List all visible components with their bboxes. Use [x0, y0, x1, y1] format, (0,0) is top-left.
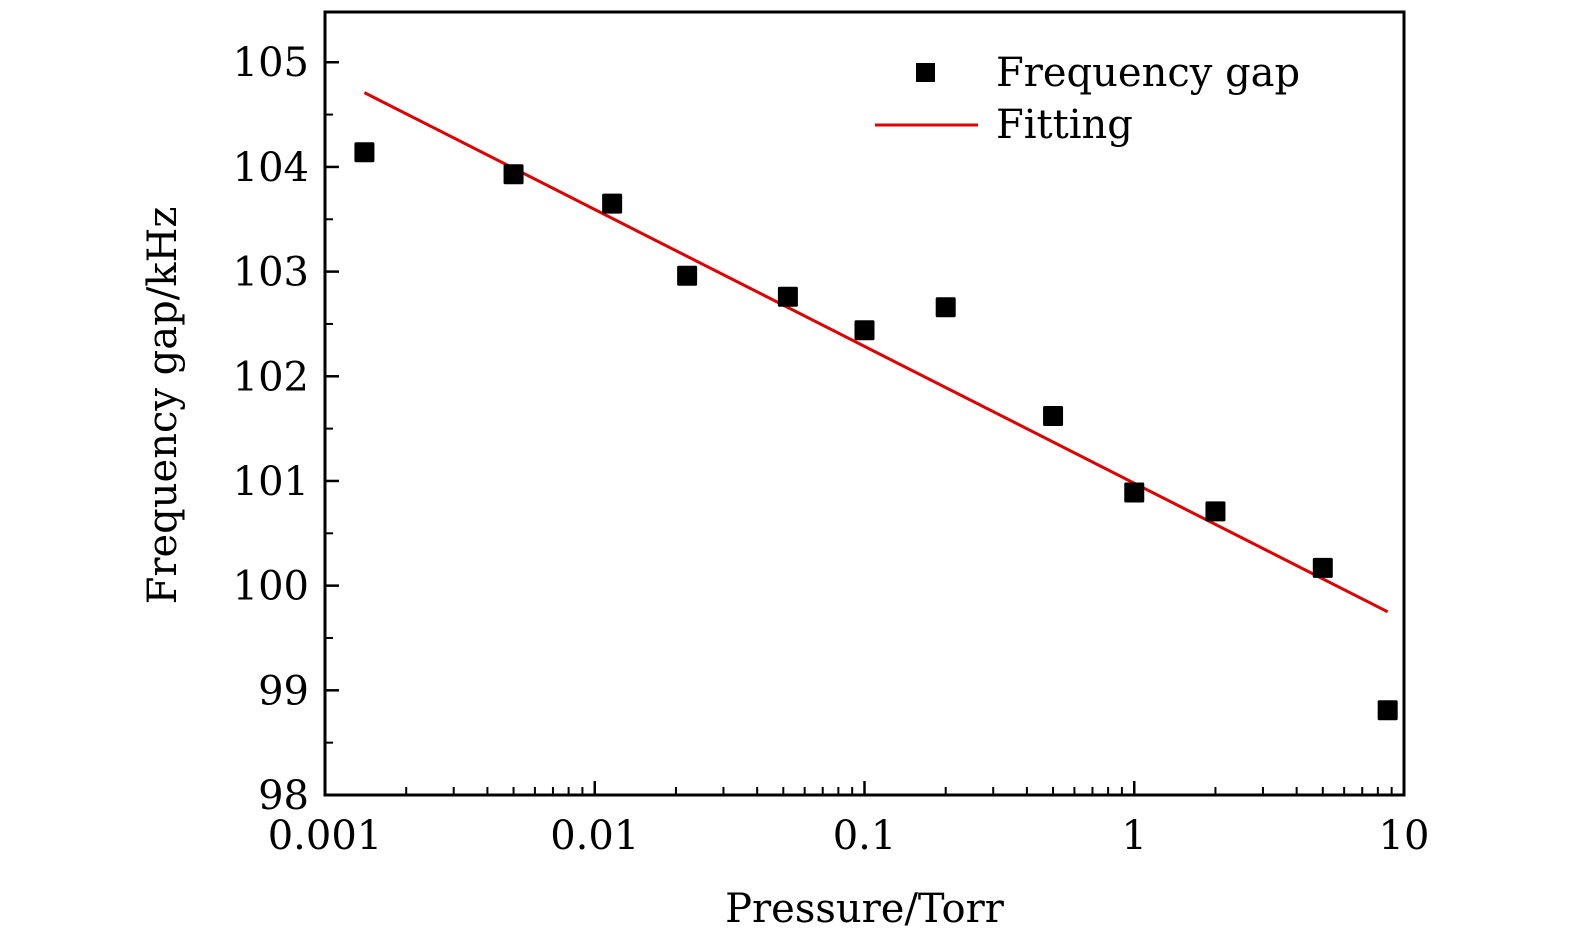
legend-label-fitting: Fitting [996, 102, 1133, 148]
x-tick-label: 1 [1122, 813, 1147, 859]
data-point [1043, 406, 1064, 427]
legend: Frequency gap Fitting [875, 50, 1300, 148]
plot-frame [323, 10, 1406, 797]
plot-area-border [323, 10, 1406, 797]
y-tick-label: 103 [233, 250, 309, 296]
y-tick-label: 101 [233, 459, 309, 505]
fitting-line-layer [363, 91, 1389, 614]
data-point [354, 142, 375, 163]
x-tick-label: 10 [1379, 813, 1430, 859]
data-point [935, 297, 956, 318]
legend-marker-frequency-gap [916, 63, 935, 82]
data-point [1124, 482, 1145, 503]
fitting-line [363, 91, 1389, 614]
x-tick-label: 0.1 [833, 813, 897, 859]
y-tick-label: 99 [258, 668, 309, 714]
y-tick-label: 102 [233, 354, 309, 400]
y-tick-label: 104 [233, 145, 309, 191]
y-tick-label: 100 [233, 564, 309, 610]
data-points-layer [354, 142, 1398, 721]
data-point [602, 193, 623, 214]
x-tick-label: 0.01 [550, 813, 639, 859]
data-point [1205, 501, 1226, 522]
y-tick-label: 105 [233, 40, 309, 86]
legend-label-frequency-gap: Frequency gap [996, 50, 1300, 96]
data-point [1312, 557, 1333, 578]
data-point [854, 320, 875, 341]
data-point [1377, 700, 1398, 721]
x-axis-ticks: 0.001 0.01 0.1 1 10 [268, 781, 1430, 859]
data-point [677, 265, 698, 286]
data-point [503, 164, 524, 185]
x-axis-title: Pressure/Torr [725, 886, 1005, 932]
y-axis-title: Frequency gap/kHz [140, 207, 186, 605]
x-tick-label: 0.001 [268, 813, 383, 859]
y-tick-label: 98 [258, 773, 309, 819]
y-axis-ticks: 98 99 100 101 102 103 104 105 [233, 40, 339, 819]
data-point [777, 286, 798, 307]
